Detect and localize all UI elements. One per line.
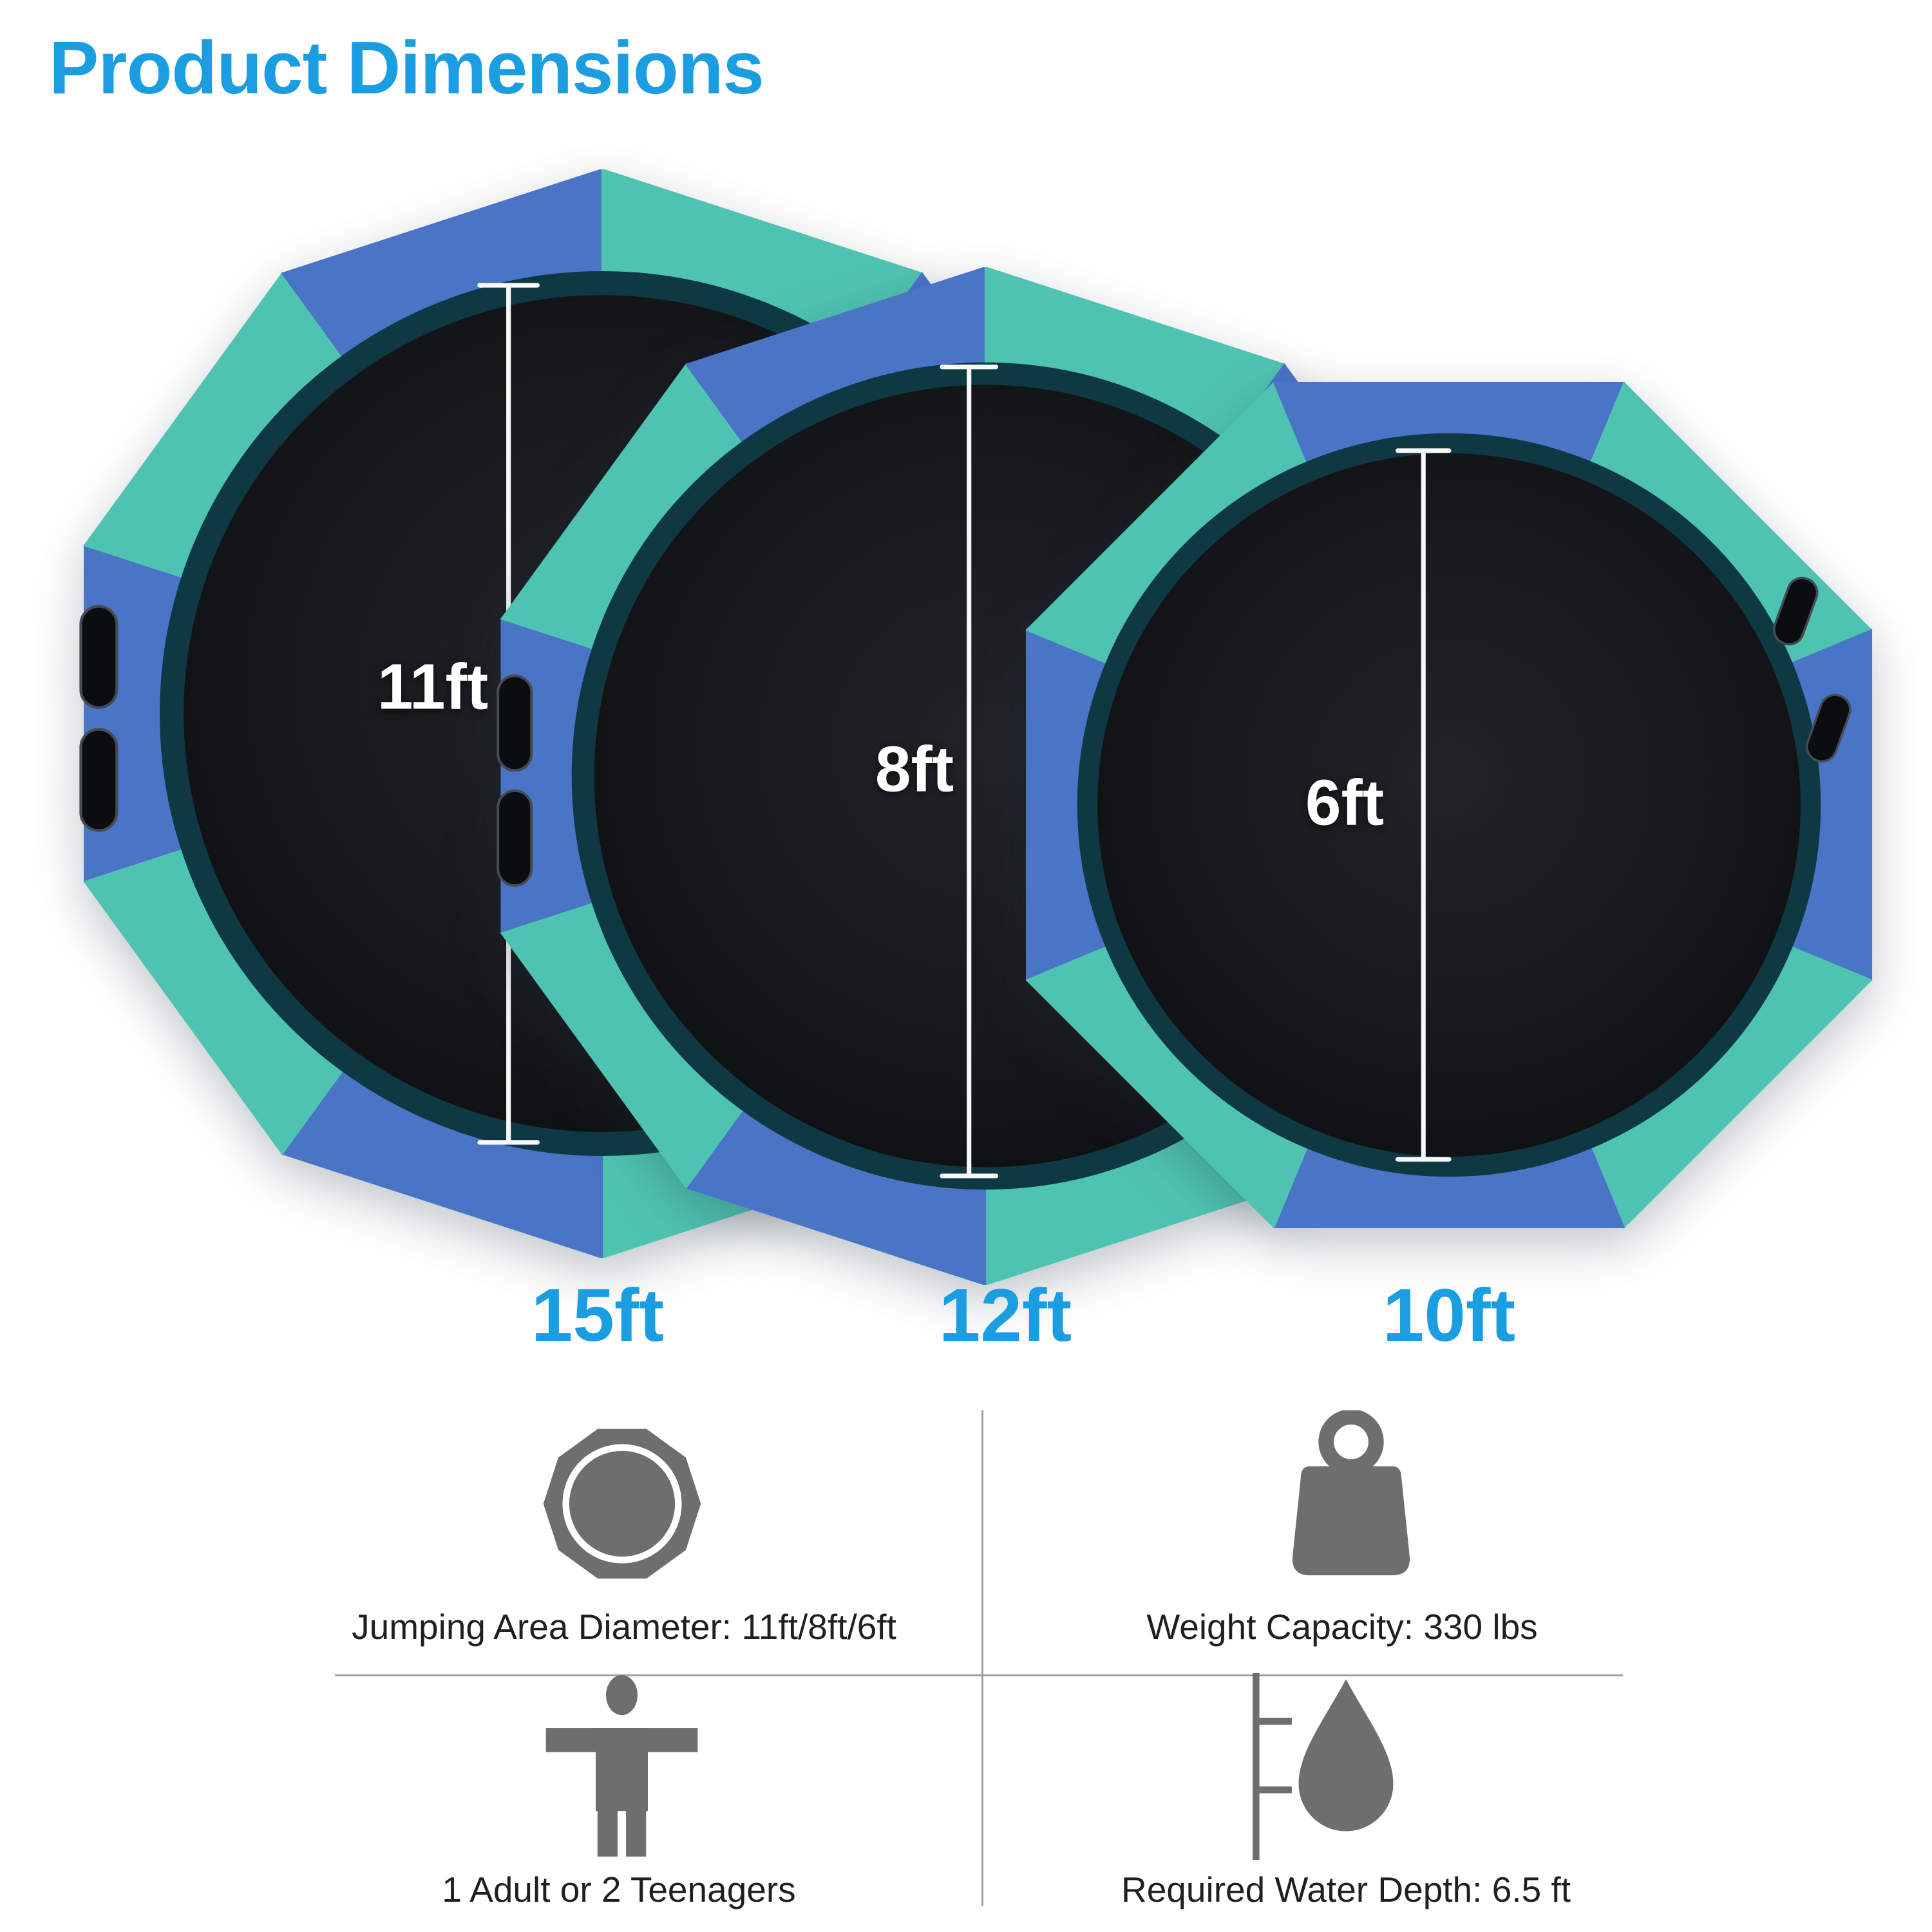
frame-size-label-15ft: 15ft bbox=[531, 1273, 665, 1357]
spec-person-capacity-text: 1 Adult or 2 Teenagers bbox=[442, 1870, 796, 1909]
mat-diameter-label-8ft: 8ft bbox=[875, 733, 954, 806]
handles bbox=[79, 605, 118, 832]
spec-weight-capacity-text: Weight Capacity: 330 lbs bbox=[1146, 1607, 1538, 1647]
mat-diameter-label-11ft: 11ft bbox=[377, 650, 489, 723]
measurement-line bbox=[1395, 448, 1452, 1162]
handles bbox=[497, 674, 533, 887]
water-depth-icon bbox=[1253, 1673, 1394, 1860]
mesh-edge-ring bbox=[1077, 433, 1821, 1177]
frame-size-label-10ft: 10ft bbox=[1382, 1273, 1516, 1357]
handles bbox=[1772, 576, 1852, 763]
frame-size-label-12ft: 12ft bbox=[938, 1273, 1072, 1357]
page-title: Product Dimensions bbox=[49, 26, 764, 109]
trampoline-graphic bbox=[1025, 381, 1873, 1229]
jumping-area-icon bbox=[543, 1428, 701, 1579]
spec-water-depth-text: Required Water Depth: 6.5 ft bbox=[1121, 1870, 1571, 1909]
jump-mat bbox=[1097, 453, 1801, 1157]
measurement-line bbox=[940, 365, 999, 1179]
vertical-divider bbox=[981, 1410, 983, 1906]
weight-capacity-icon bbox=[1292, 1410, 1410, 1576]
spec-jumping-area-text: Jumping Area Diameter: 11ft/8ft/6ft bbox=[352, 1607, 896, 1647]
capacity-person-icon bbox=[545, 1675, 698, 1857]
trampoline-10ft bbox=[992, 348, 1906, 1262]
mat-diameter-label-6ft: 6ft bbox=[1305, 766, 1385, 839]
horizontal-divider bbox=[335, 1674, 1623, 1676]
